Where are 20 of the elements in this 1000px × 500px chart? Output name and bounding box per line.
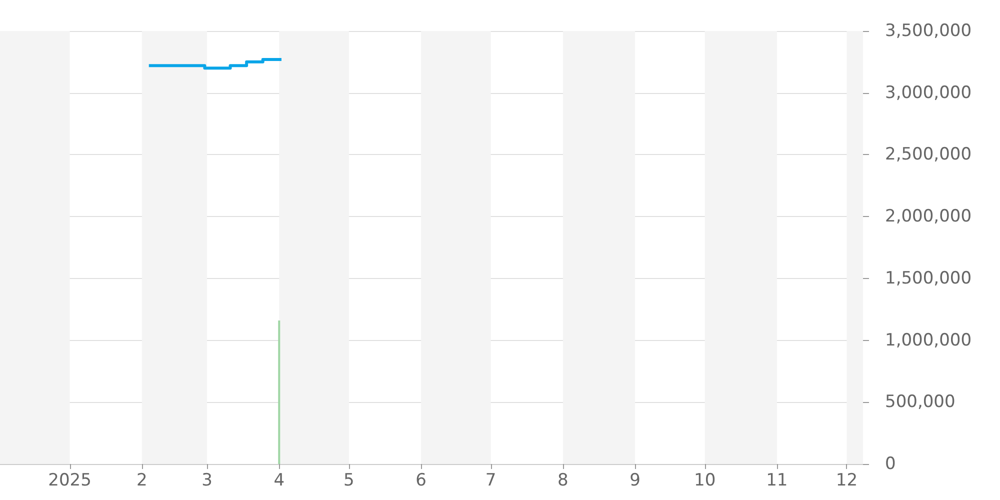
x-tick-label: 3 xyxy=(202,470,212,490)
y-tick-label: 2,000,000 xyxy=(885,206,972,227)
x-tick-label: 10 xyxy=(694,470,716,490)
y-tick-label: 0 xyxy=(885,454,896,474)
x-tick-label: 9 xyxy=(630,470,640,490)
x-tick-label: 7 xyxy=(485,470,496,490)
x-tick-label: 12 xyxy=(836,470,858,490)
y-tick-label: 1,000,000 xyxy=(885,330,972,350)
x-tick-label: 2 xyxy=(136,470,148,490)
x-tick-label: 4 xyxy=(274,470,285,490)
x-tick-label: 5 xyxy=(344,470,354,490)
y-tick-label: 3,500,000 xyxy=(885,21,972,41)
y-tick-label: 500,000 xyxy=(885,392,956,412)
x-tick-label: 6 xyxy=(416,470,426,490)
x-tick-label: 8 xyxy=(558,470,568,490)
y-tick-label: 1,500,000 xyxy=(885,268,972,288)
x-tick-label: 2025 xyxy=(48,470,92,490)
x-tick-label: 11 xyxy=(766,470,788,490)
y-tick-label: 3,000,000 xyxy=(885,82,972,103)
y-tick-label: 2,500,000 xyxy=(885,144,972,165)
